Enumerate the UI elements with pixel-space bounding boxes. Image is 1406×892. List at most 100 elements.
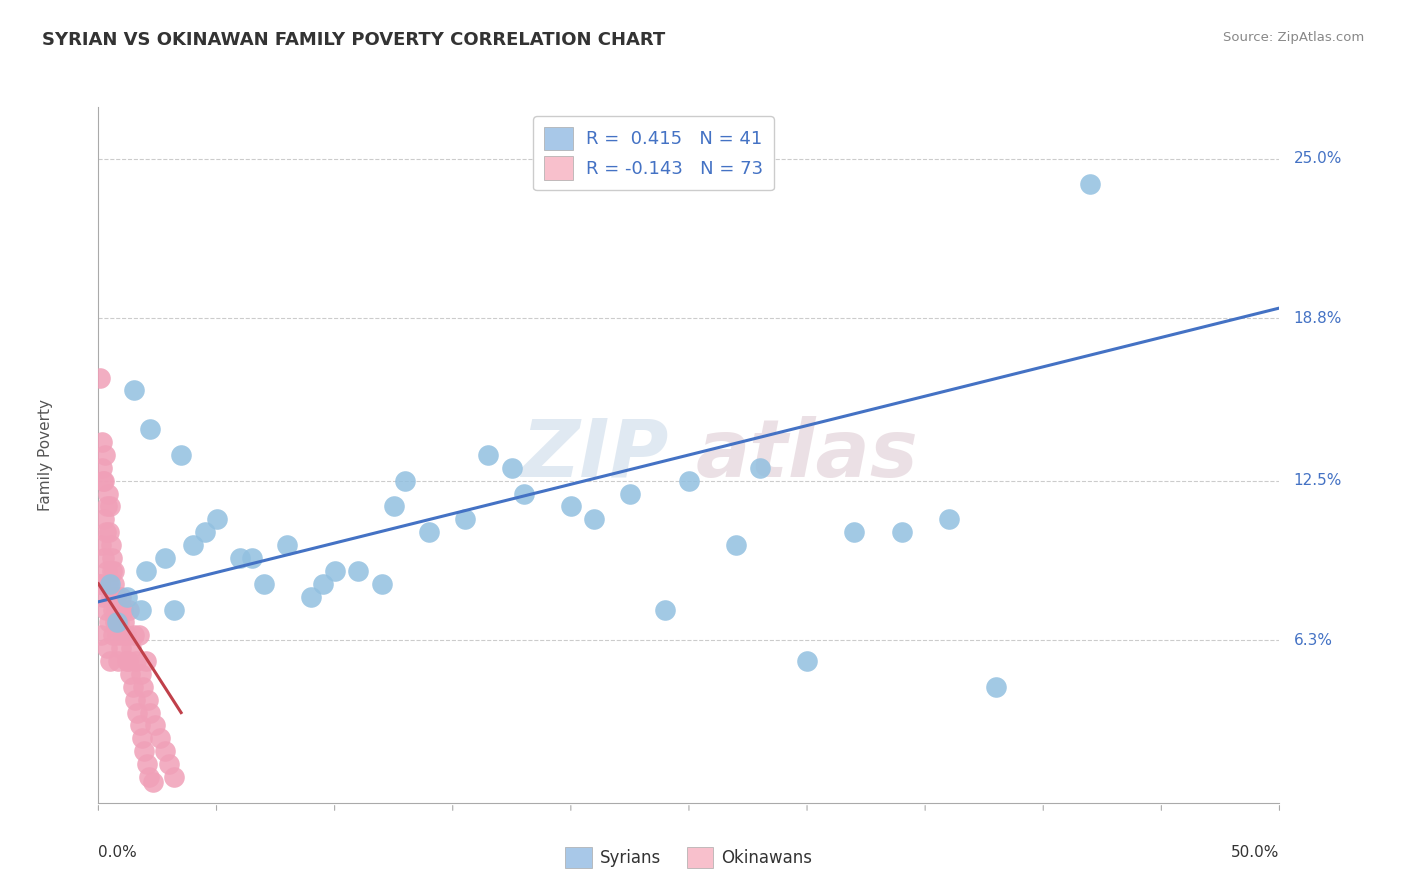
Text: 18.8%: 18.8% <box>1294 310 1341 326</box>
Text: 25.0%: 25.0% <box>1294 151 1341 166</box>
Point <box>583 512 606 526</box>
Point <box>128 718 150 732</box>
Point <box>153 744 176 758</box>
Point <box>418 525 440 540</box>
Point <box>135 757 157 772</box>
Point <box>122 628 145 642</box>
Point <box>110 641 132 656</box>
Text: atlas: atlas <box>696 416 918 494</box>
Point <box>97 486 120 500</box>
Point <box>96 500 118 514</box>
Point <box>229 551 252 566</box>
Point <box>276 538 298 552</box>
Text: Family Poverty: Family Poverty <box>38 399 53 511</box>
Point <box>725 538 748 552</box>
Point <box>240 551 263 566</box>
Point <box>101 551 124 566</box>
Point <box>94 602 117 616</box>
Point <box>143 718 166 732</box>
Point <box>110 590 132 604</box>
Point <box>139 706 162 720</box>
Point <box>127 706 149 720</box>
Text: ZIP: ZIP <box>520 416 668 494</box>
Point <box>619 486 641 500</box>
Legend: R =  0.415   N = 41, R = -0.143   N = 73: R = 0.415 N = 41, R = -0.143 N = 73 <box>533 116 773 191</box>
Point <box>371 576 394 591</box>
Point <box>89 576 111 591</box>
Point <box>678 474 700 488</box>
Point <box>323 564 346 578</box>
Text: 0.0%: 0.0% <box>98 845 138 860</box>
Point <box>135 654 157 668</box>
Point <box>90 460 112 475</box>
Point <box>205 512 228 526</box>
Point <box>93 551 115 566</box>
Point <box>98 654 121 668</box>
Point <box>122 384 145 398</box>
Point <box>100 564 122 578</box>
Point <box>157 757 180 772</box>
Point <box>105 602 128 616</box>
Point <box>98 576 121 591</box>
Point <box>134 744 156 758</box>
Point <box>105 590 128 604</box>
Point <box>844 525 866 540</box>
Point <box>170 448 193 462</box>
Point <box>91 590 114 604</box>
Point <box>100 538 122 552</box>
Point <box>97 576 120 591</box>
Point <box>101 602 124 616</box>
Point <box>105 615 128 630</box>
Point <box>98 615 121 630</box>
Point <box>103 590 125 604</box>
Point <box>120 667 142 681</box>
Point <box>796 654 818 668</box>
Point <box>890 525 912 540</box>
Point <box>138 770 160 784</box>
Point <box>142 775 165 789</box>
Point <box>107 654 129 668</box>
Point <box>91 435 114 450</box>
Point <box>501 460 523 475</box>
Text: Source: ZipAtlas.com: Source: ZipAtlas.com <box>1223 31 1364 45</box>
Point <box>129 602 152 616</box>
Point <box>125 654 148 668</box>
Point <box>91 474 114 488</box>
Point <box>104 615 127 630</box>
Point <box>139 422 162 436</box>
Point <box>121 641 143 656</box>
Point <box>93 474 115 488</box>
Legend: Syrians, Okinawans: Syrians, Okinawans <box>558 840 820 875</box>
Point <box>117 654 139 668</box>
Point <box>153 551 176 566</box>
Point <box>103 564 125 578</box>
Point <box>136 692 159 706</box>
Point <box>124 692 146 706</box>
Point <box>984 680 1007 694</box>
Point <box>654 602 676 616</box>
Point <box>194 525 217 540</box>
Point <box>94 448 117 462</box>
Point <box>163 602 186 616</box>
Point <box>115 654 138 668</box>
Point <box>100 590 122 604</box>
Point <box>101 628 124 642</box>
Text: SYRIAN VS OKINAWAN FAMILY POVERTY CORRELATION CHART: SYRIAN VS OKINAWAN FAMILY POVERTY CORREL… <box>42 31 665 49</box>
Point <box>112 615 135 630</box>
Point <box>453 512 475 526</box>
Point <box>129 667 152 681</box>
Point <box>107 615 129 630</box>
Point <box>149 731 172 746</box>
Point <box>103 576 125 591</box>
Text: 50.0%: 50.0% <box>1232 845 1279 860</box>
Point <box>89 576 111 591</box>
Point <box>89 370 111 384</box>
Text: 6.3%: 6.3% <box>1294 633 1333 648</box>
Point <box>98 500 121 514</box>
Point <box>98 525 121 540</box>
Point <box>382 500 405 514</box>
Point <box>1080 178 1102 192</box>
Point <box>131 731 153 746</box>
Point <box>108 602 131 616</box>
Point <box>181 538 204 552</box>
